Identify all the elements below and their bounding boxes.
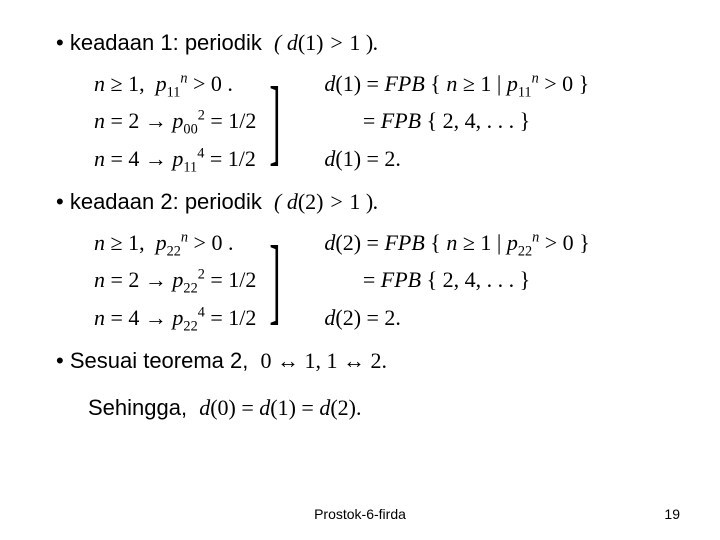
s1-right-l2: = FPB { 2, 4, . . . }	[324, 102, 589, 139]
section2-right: d(2) = FPB { n ≥ 1 | p22n > 0 } = FPB { …	[312, 224, 589, 336]
bullet2-text: keadaan 2: periodik	[70, 189, 262, 214]
s2-right-l3: d(2) = 2.	[324, 299, 589, 336]
bullet-keadaan-1: keadaan 1: periodik ( d(1) > 1 ).	[56, 28, 664, 59]
bullet1-cond: ( d(1) > 1 ).	[274, 30, 379, 55]
bullet1-text: keadaan 1: periodik	[70, 30, 262, 55]
sehingga-math: d(0) = d(1) = d(2).	[199, 395, 361, 420]
footer-text: Prostok-6-firda	[0, 506, 720, 522]
s1-left-l2: n = 2 → p002 = 1/2	[94, 102, 256, 139]
section1-brace: ]	[268, 87, 282, 154]
section1-left: n ≥ 1, p11n > 0 . n = 2 → p002 = 1/2 n =…	[56, 65, 268, 177]
page-number: 19	[664, 506, 680, 522]
bullet-keadaan-2: keadaan 2: periodik ( d(2) > 1 ).	[56, 187, 664, 218]
s1-right-l1: d(1) = FPB { n ≥ 1 | p11n > 0 }	[324, 65, 589, 102]
s2-right-l2: = FPB { 2, 4, . . . }	[324, 261, 589, 298]
sehingga-line: Sehingga, d(0) = d(1) = d(2).	[88, 395, 664, 421]
s1-right-l3: d(1) = 2.	[324, 140, 589, 177]
section2-left: n ≥ 1, p22n > 0 . n = 2 → p222 = 1/2 n =…	[56, 224, 268, 336]
section1-math-row: n ≥ 1, p11n > 0 . n = 2 → p002 = 1/2 n =…	[56, 65, 664, 177]
s2-right-l1: d(2) = FPB { n ≥ 1 | p22n > 0 }	[324, 224, 589, 261]
s1-left-l3: n = 4 → p114 = 1/2	[94, 140, 256, 177]
s2-left-l3: n = 4 → p224 = 1/2	[94, 299, 256, 336]
bullet-teorema-2: Sesuai teorema 2, 0 ↔ 1, 1 ↔ 2.	[56, 346, 664, 377]
s2-left-l1: n ≥ 1, p22n > 0 .	[94, 224, 256, 261]
section2-brace: ]	[268, 246, 282, 313]
bullet3-cond: 0 ↔ 1, 1 ↔ 2.	[261, 348, 388, 373]
s2-left-l2: n = 2 → p222 = 1/2	[94, 261, 256, 298]
sehingga-label: Sehingga,	[88, 395, 187, 420]
s1-left-l1: n ≥ 1, p11n > 0 .	[94, 65, 256, 102]
bullet2-cond: ( d(2) > 1 ).	[274, 189, 379, 214]
section2-math-row: n ≥ 1, p22n > 0 . n = 2 → p222 = 1/2 n =…	[56, 224, 664, 336]
bullet3-text: Sesuai teorema 2,	[70, 348, 249, 373]
section1-right: d(1) = FPB { n ≥ 1 | p11n > 0 } = FPB { …	[312, 65, 589, 177]
